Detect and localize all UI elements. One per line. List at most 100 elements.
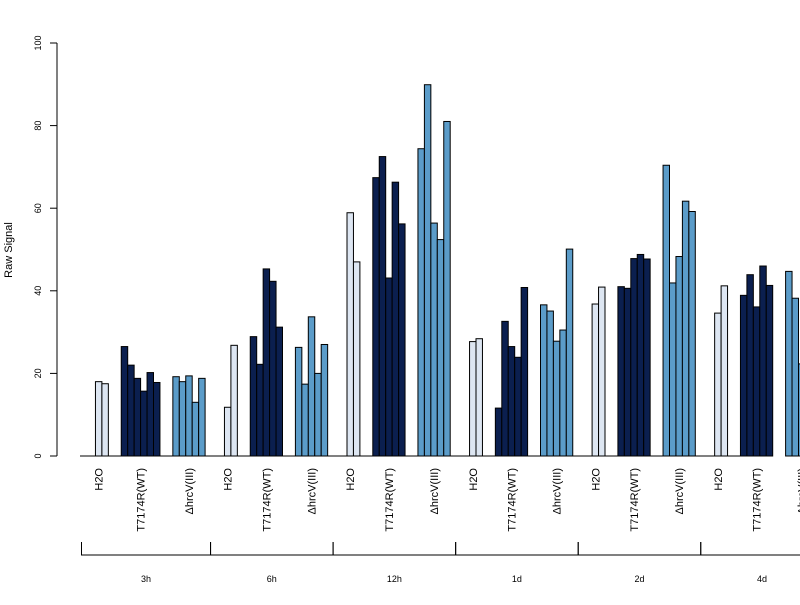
treatment-label: ΔhrcV(III) xyxy=(307,468,319,514)
bar xyxy=(431,223,437,456)
bar xyxy=(644,259,650,456)
group-bracket xyxy=(701,542,800,555)
bar xyxy=(470,342,476,456)
bar xyxy=(566,249,572,456)
bar xyxy=(547,311,553,456)
bar xyxy=(147,373,153,456)
bar xyxy=(515,357,521,456)
group-brackets: 3h6h12h1d2d4d6d xyxy=(82,542,800,584)
group-label: 4d xyxy=(757,574,767,584)
treatment-label: H2O xyxy=(223,468,235,491)
bar xyxy=(599,287,605,456)
bar xyxy=(437,240,443,456)
bar xyxy=(508,347,514,456)
bar xyxy=(373,178,379,456)
treatment-label: ΔhrcV(III) xyxy=(674,468,686,514)
y-axis-label: Raw Signal xyxy=(3,222,15,278)
bar xyxy=(315,373,321,456)
y-tick-label: 80 xyxy=(33,121,43,131)
bar xyxy=(154,382,160,456)
bar xyxy=(424,85,430,456)
group-label: 3h xyxy=(141,574,151,584)
bar xyxy=(495,408,501,456)
treatment-label: ΔhrcV(III) xyxy=(552,468,564,514)
treatment-label: H2O xyxy=(94,468,106,491)
group-bracket xyxy=(578,542,701,555)
bar xyxy=(637,254,643,456)
bar xyxy=(399,224,405,456)
bar xyxy=(224,407,230,456)
group-bracket xyxy=(82,542,211,555)
treatment-label: T7174R(WT) xyxy=(629,468,641,532)
bar xyxy=(760,266,766,456)
bar xyxy=(173,377,179,456)
bar xyxy=(618,287,624,456)
bar xyxy=(753,307,759,456)
treatment-label: T7174R(WT) xyxy=(506,468,518,532)
bar xyxy=(418,149,424,456)
bar xyxy=(747,275,753,456)
treatment-label: T7174R(WT) xyxy=(384,468,396,532)
bar xyxy=(786,271,792,456)
group-label: 6h xyxy=(267,574,277,584)
bar xyxy=(682,201,688,456)
bar xyxy=(308,317,314,456)
bar xyxy=(134,378,140,456)
bar xyxy=(624,288,630,456)
bar xyxy=(792,298,798,456)
bar xyxy=(670,283,676,456)
bar xyxy=(553,341,559,456)
y-tick-label: 60 xyxy=(33,203,43,213)
group-bracket xyxy=(211,542,334,555)
treatment-label: ΔhrcV(III) xyxy=(184,468,196,514)
bar xyxy=(179,382,185,456)
bar xyxy=(270,281,276,456)
group-label: 12h xyxy=(387,574,402,584)
bar xyxy=(128,365,134,456)
bar xyxy=(347,213,353,456)
group-label: 1d xyxy=(512,574,522,584)
bar xyxy=(295,347,301,456)
bar xyxy=(592,304,598,456)
bar xyxy=(476,339,482,456)
treatment-label: H2O xyxy=(590,468,602,491)
bar xyxy=(263,269,269,456)
treatment-label: ΔhrcV(III) xyxy=(429,468,441,514)
y-tick-label: 100 xyxy=(33,35,43,50)
bar xyxy=(186,376,192,456)
bar xyxy=(102,384,108,456)
bar xyxy=(502,321,508,456)
treatment-label: T7174R(WT) xyxy=(136,468,148,532)
treatment-label: H2O xyxy=(345,468,357,491)
group-label: 2d xyxy=(634,574,644,584)
bar xyxy=(257,364,263,456)
bar xyxy=(766,285,772,456)
bar xyxy=(386,278,392,456)
treatment-label: H2O xyxy=(713,468,725,491)
bar xyxy=(95,382,101,456)
bar xyxy=(521,288,527,457)
treatment-label: T7174R(WT) xyxy=(752,468,764,532)
bar xyxy=(353,262,359,456)
bars xyxy=(95,85,800,456)
bar xyxy=(302,384,308,456)
group-bracket xyxy=(333,542,456,555)
bar xyxy=(392,182,398,456)
bar xyxy=(676,257,682,456)
treatment-label: H2O xyxy=(468,468,480,491)
bar xyxy=(560,330,566,456)
bar xyxy=(721,286,727,456)
bar xyxy=(141,391,147,456)
bar xyxy=(715,313,721,456)
bar xyxy=(199,378,205,456)
bar xyxy=(444,121,450,456)
bar xyxy=(121,347,127,456)
treatment-labels: H2O T7174R(WT) ΔhrcV(III) H2O T7174R(WT) Δhrc… xyxy=(94,468,800,532)
y-tick-label: 20 xyxy=(33,368,43,378)
group-bracket xyxy=(456,542,579,555)
bar xyxy=(379,157,385,456)
bar xyxy=(276,327,282,456)
